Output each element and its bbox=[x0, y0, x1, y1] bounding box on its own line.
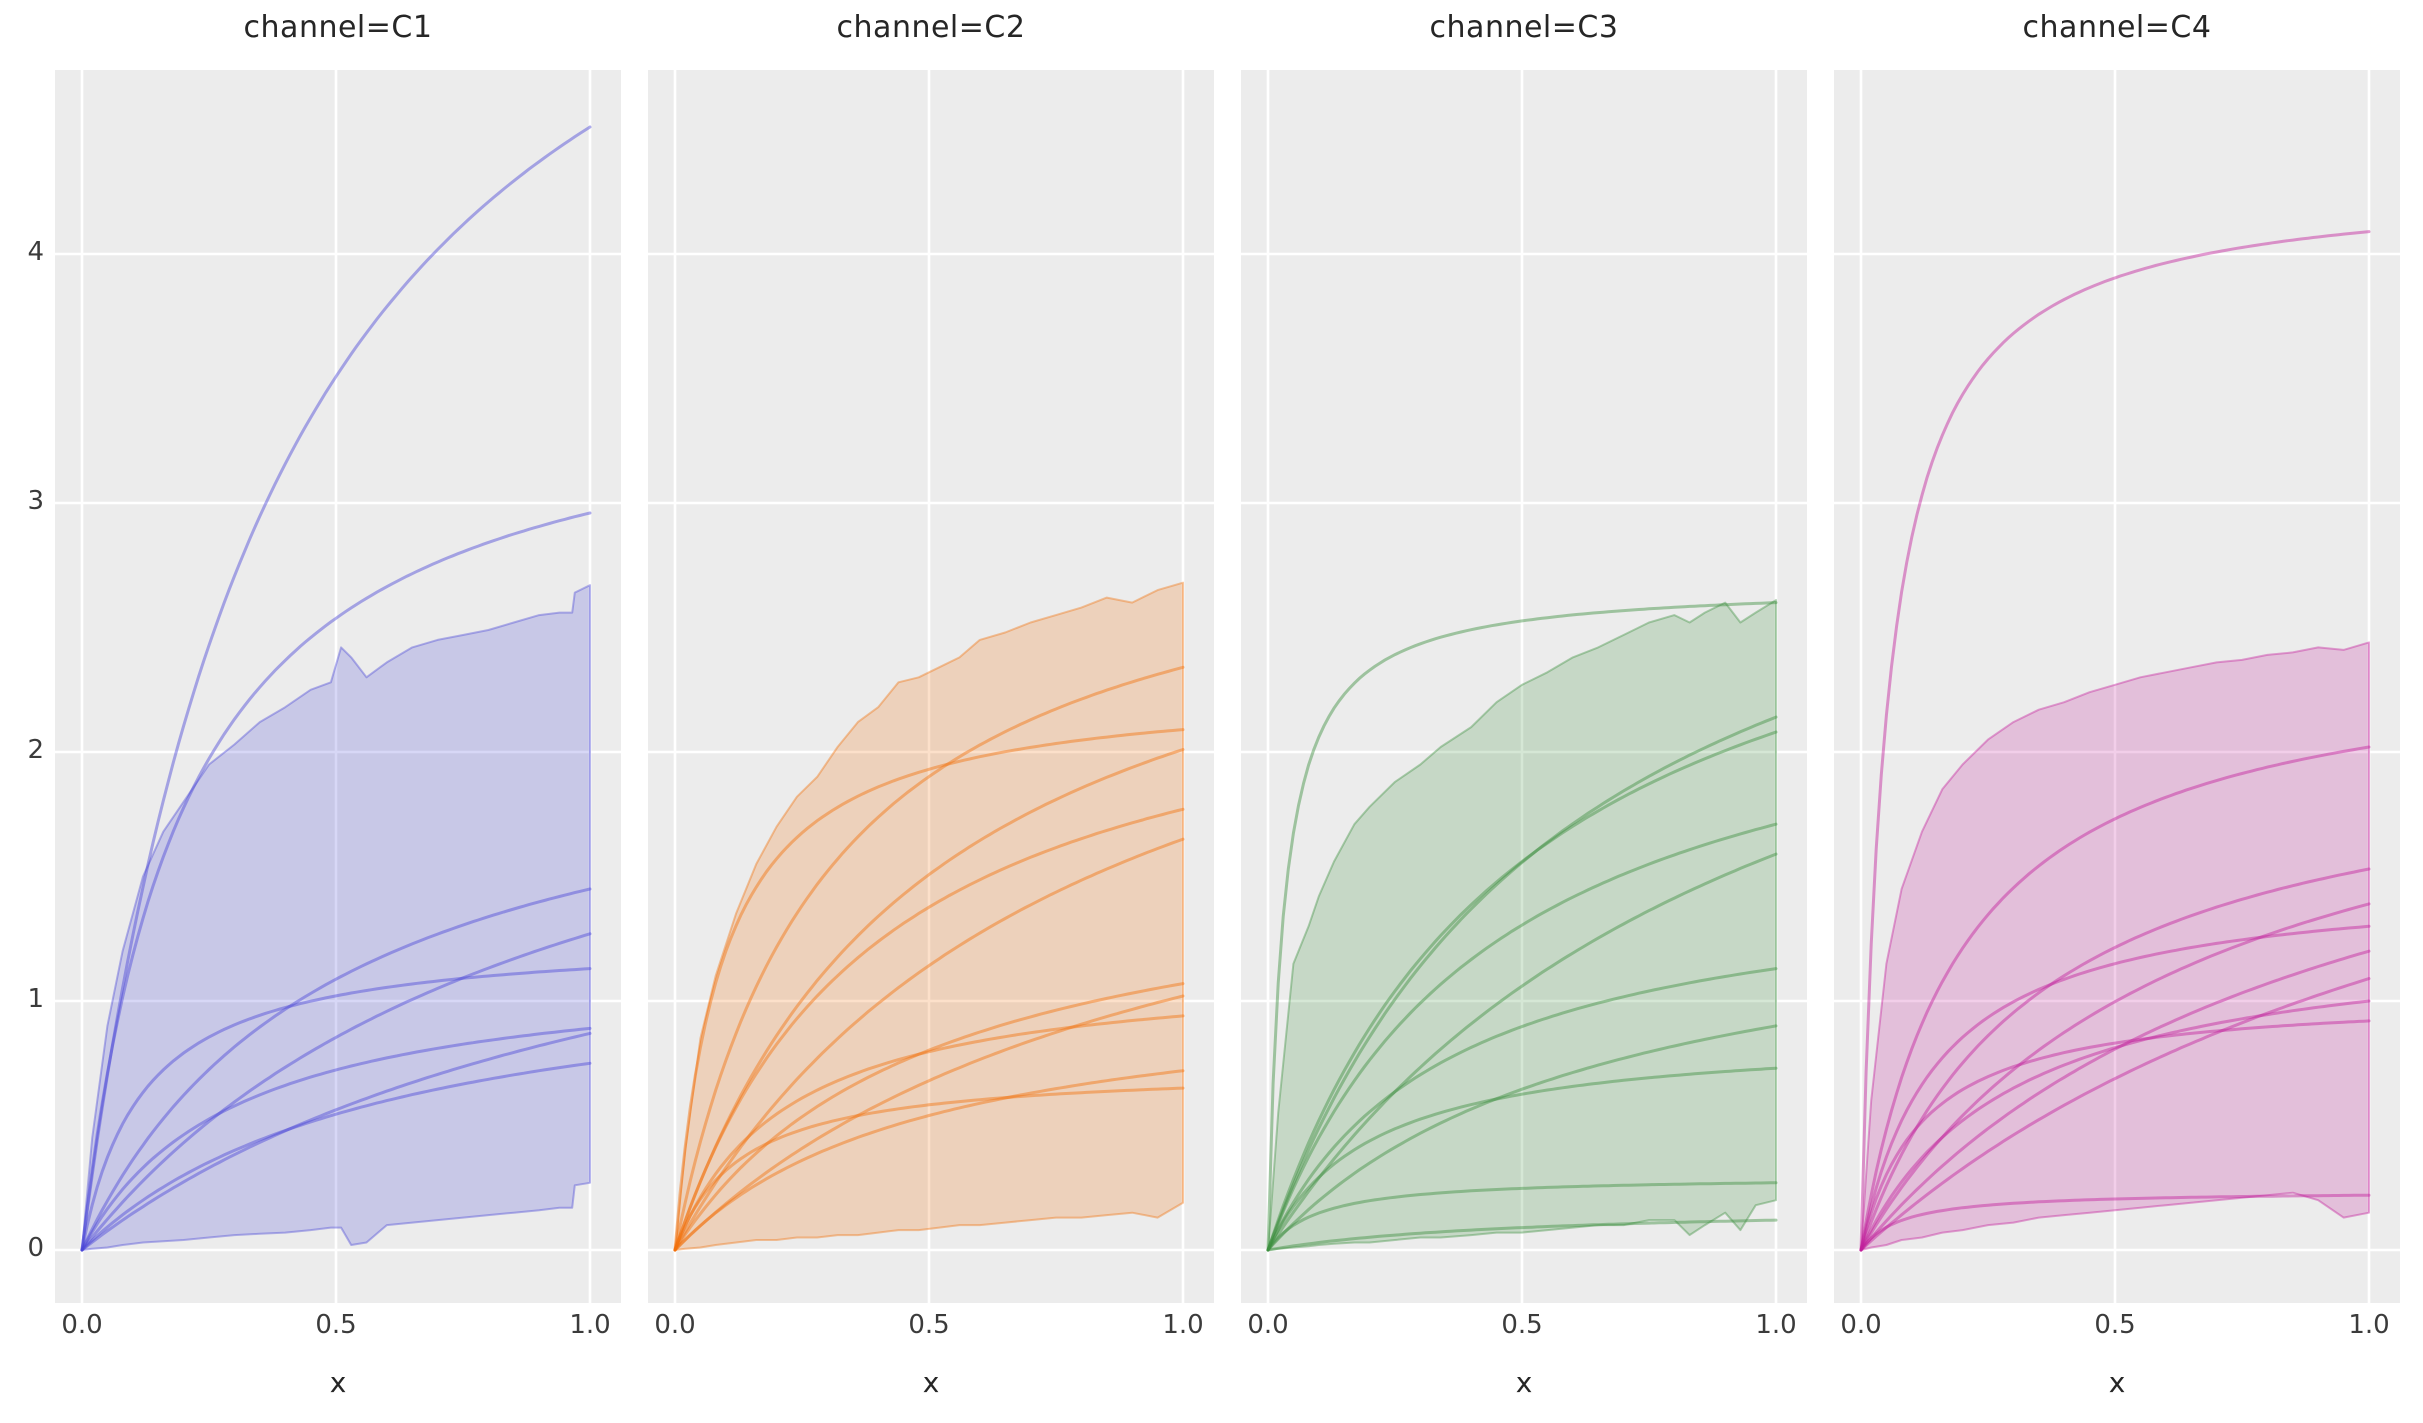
saturation-curve bbox=[1859, 949, 2371, 1252]
saturation-curve bbox=[1266, 1218, 1778, 1252]
saturation-curve bbox=[80, 1026, 592, 1252]
saturation-curve bbox=[1266, 601, 1778, 1252]
saturation-curve bbox=[80, 887, 592, 1252]
saturation-curve bbox=[673, 982, 1185, 1252]
x-tick-p4-0: 0.0 bbox=[1840, 1310, 1882, 1340]
saturation-curve bbox=[1859, 745, 2371, 1252]
y-tick-0: 0 bbox=[27, 1233, 44, 1263]
x-axis-label-p2: x bbox=[922, 1366, 940, 1399]
x-tick-p2-2: 1.0 bbox=[1162, 1310, 1204, 1340]
saturation-curve bbox=[80, 1031, 592, 1252]
facet-title-c4: channel=C4 bbox=[2022, 10, 2212, 45]
panel-background bbox=[1834, 70, 2400, 1303]
saturation-curve bbox=[1266, 1181, 1778, 1252]
y-tick-4: 4 bbox=[27, 237, 44, 267]
facet-panel-c3 bbox=[1241, 70, 1807, 1303]
saturation-curve bbox=[1859, 1019, 2371, 1252]
panel-background bbox=[1241, 70, 1807, 1303]
saturation-curve bbox=[673, 994, 1185, 1252]
x-tick-p2-1: 0.5 bbox=[908, 1310, 950, 1340]
saturation-curve bbox=[80, 967, 592, 1252]
x-tick-p3-1: 0.5 bbox=[1501, 1310, 1543, 1340]
x-tick-p4-1: 0.5 bbox=[2094, 1310, 2136, 1340]
x-tick-p1-2: 1.0 bbox=[569, 1310, 611, 1340]
saturation-curve bbox=[673, 1014, 1185, 1252]
x-axis-label-p1: x bbox=[329, 1366, 347, 1399]
facet-panel-c4 bbox=[1834, 70, 2400, 1303]
saturation-curve bbox=[1859, 902, 2371, 1252]
minmax-band bbox=[1860, 641, 2370, 1251]
y-tick-1: 1 bbox=[27, 984, 44, 1014]
saturation-curve bbox=[1266, 822, 1778, 1252]
facet-title-c3: channel=C3 bbox=[1429, 10, 1619, 45]
saturation-curve bbox=[80, 932, 592, 1252]
x-tick-p3-2: 1.0 bbox=[1755, 1310, 1797, 1340]
saturation-curve bbox=[1859, 977, 2371, 1252]
minmax-band bbox=[674, 581, 1184, 1251]
x-tick-p3-0: 0.0 bbox=[1247, 1310, 1289, 1340]
saturation-curve bbox=[673, 837, 1185, 1252]
minmax-band bbox=[81, 584, 591, 1251]
x-axis-label-p4: x bbox=[2108, 1366, 2126, 1399]
saturation-curve bbox=[1266, 1066, 1778, 1252]
saturation-curve bbox=[1859, 924, 2371, 1252]
saturation-curve bbox=[1266, 852, 1778, 1252]
x-tick-p1-0: 0.0 bbox=[61, 1310, 103, 1340]
saturation-curve bbox=[1266, 1024, 1778, 1252]
saturation-curve bbox=[1859, 999, 2371, 1252]
x-tick-p2-0: 0.0 bbox=[654, 1310, 696, 1340]
x-tick-p1-1: 0.5 bbox=[315, 1310, 357, 1340]
minmax-band bbox=[1267, 599, 1777, 1251]
saturation-curve bbox=[80, 1061, 592, 1252]
saturation-curve bbox=[1859, 867, 2371, 1252]
saturation-curve bbox=[1859, 230, 2371, 1252]
y-tick-2: 2 bbox=[27, 735, 44, 765]
saturation-curve bbox=[80, 511, 592, 1252]
saturation-curve bbox=[1266, 715, 1778, 1252]
facet-panel-c1 bbox=[55, 70, 621, 1303]
saturation-curve bbox=[673, 665, 1185, 1252]
facet-title-c1: channel=C1 bbox=[243, 10, 433, 45]
facet-panel-c2 bbox=[648, 70, 1214, 1303]
saturation-curve bbox=[673, 807, 1185, 1252]
saturation-curve bbox=[673, 728, 1185, 1252]
saturation-curve bbox=[673, 748, 1185, 1252]
saturation-curve bbox=[673, 1086, 1185, 1252]
facet-title-c2: channel=C2 bbox=[836, 10, 1026, 45]
saturation-curve bbox=[80, 125, 592, 1252]
y-tick-3: 3 bbox=[27, 486, 44, 516]
x-tick-p4-2: 1.0 bbox=[2348, 1310, 2390, 1340]
panel-background bbox=[648, 70, 1214, 1303]
saturation-curve bbox=[1859, 1193, 2371, 1252]
saturation-curve bbox=[1266, 967, 1778, 1252]
panel-background bbox=[55, 70, 621, 1303]
x-axis-label-p3: x bbox=[1515, 1366, 1533, 1399]
saturation-curve bbox=[1266, 730, 1778, 1252]
saturation-curve bbox=[673, 1069, 1185, 1252]
